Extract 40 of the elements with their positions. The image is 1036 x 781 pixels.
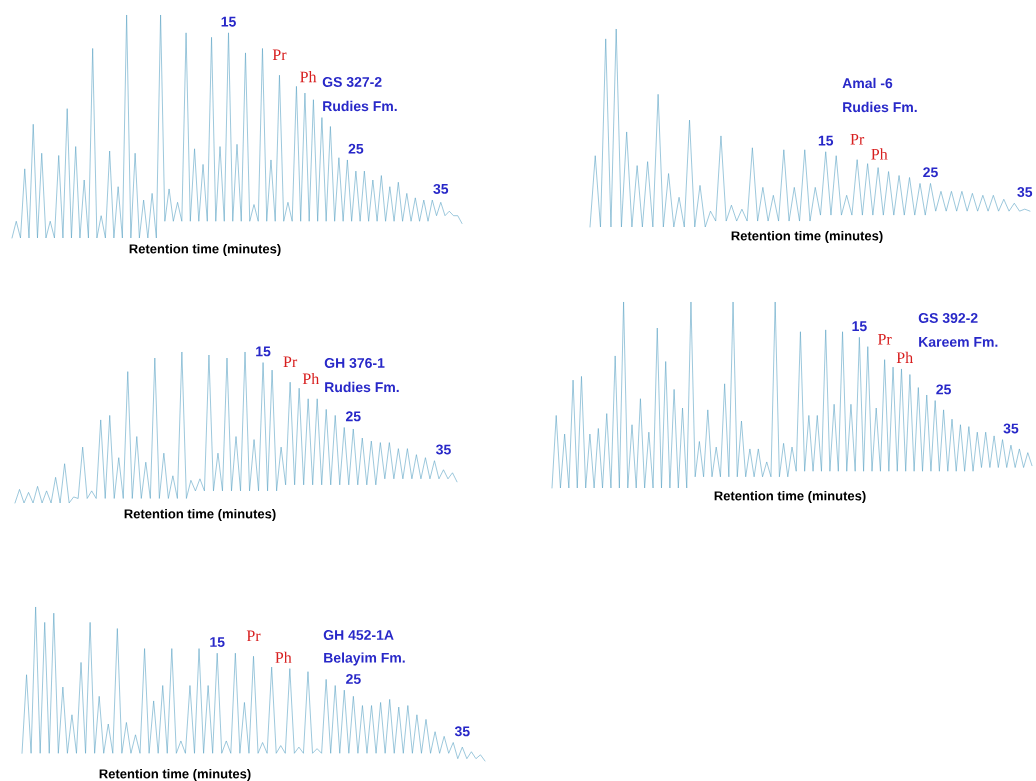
x-axis-title: Retention time (minutes) <box>99 768 251 781</box>
annotation: Ph <box>302 372 320 385</box>
text: Kareem Fm. <box>919 337 998 347</box>
annotation: Pr <box>850 133 865 145</box>
annotation: 15 <box>818 135 834 146</box>
annotation: 35 <box>1017 187 1033 198</box>
annotation: Pr <box>283 356 298 367</box>
x-axis-title: Retention time (minutes) <box>124 508 276 522</box>
annotation: 25 <box>923 167 938 178</box>
annotation: 15 <box>256 346 271 357</box>
text: GS 392-2 <box>918 313 978 323</box>
annotation: Ph <box>275 651 292 663</box>
text: Belayim Fm. <box>324 652 405 666</box>
text: Rudies Fm. <box>325 381 399 393</box>
annotation: 15 <box>221 16 236 27</box>
annotation: Pr <box>272 49 287 60</box>
annotation: 25 <box>346 674 361 684</box>
x-axis-title: Retention time (minutes) <box>129 243 281 257</box>
annotation: 35 <box>436 444 451 455</box>
annotation: Ph <box>871 148 888 160</box>
annotation: Pr <box>877 333 892 345</box>
annotation: Pr <box>246 630 261 642</box>
annotation: 15 <box>852 321 867 332</box>
annotation: 25 <box>345 411 361 422</box>
chart-title: GH 376-1 <box>324 358 385 368</box>
annotation: 15 <box>210 637 225 647</box>
annotation: 35 <box>1003 423 1019 434</box>
annotation: 35 <box>454 726 470 737</box>
text: Amal -6 <box>842 77 893 89</box>
text: Rudies Fm. <box>323 100 397 112</box>
annotation: 25 <box>936 384 951 395</box>
annotation: Ph <box>300 71 317 83</box>
text: GH 452-1A <box>323 630 394 640</box>
text: Rudies Fm. <box>843 101 917 113</box>
text: GS 327-2 <box>322 77 382 87</box>
annotation: Ph <box>896 351 913 363</box>
x-axis-title: Retention time (minutes) <box>714 490 866 504</box>
annotation: 35 <box>433 183 449 194</box>
x-axis-title: Retention time (minutes) <box>731 230 883 244</box>
annotation: 25 <box>348 143 364 154</box>
